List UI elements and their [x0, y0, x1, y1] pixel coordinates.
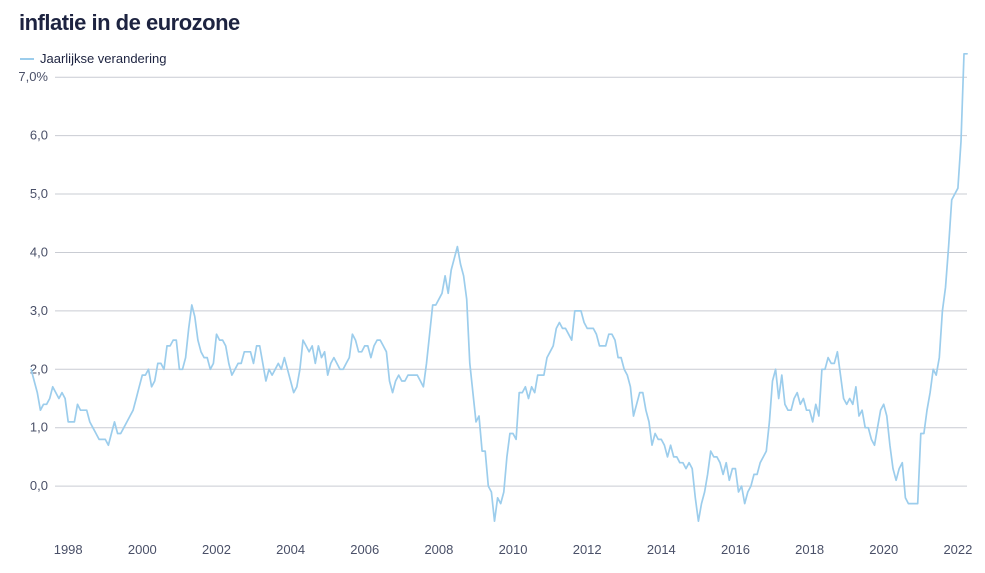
y-tick-label: 7,0%	[18, 69, 48, 84]
x-tick-label: 2006	[350, 542, 379, 557]
y-tick-label: 3,0	[30, 303, 48, 318]
y-tick-label: 0,0	[30, 478, 48, 493]
y-tick-label: 1,0	[30, 420, 48, 435]
x-tick-label: 2000	[128, 542, 157, 557]
x-axis-tick-labels: 1998 2000 2002 2004 2006 2008 2010 2012 2014 2016…	[54, 542, 973, 557]
x-tick-label: 2012	[573, 542, 602, 557]
x-tick-label: 2022	[943, 542, 972, 557]
y-tick-label: 2,0	[30, 361, 48, 376]
y-tick-label: 6,0	[30, 128, 48, 143]
x-tick-label: 1998	[54, 542, 83, 557]
y-axis-tick-labels: 0,0 1,0 2,0 3,0 4,0 5,0 6,0 7,0%	[18, 69, 48, 493]
x-tick-label: 2010	[499, 542, 528, 557]
series-line	[30, 52, 968, 523]
y-tick-label: 5,0	[30, 186, 48, 201]
x-tick-label: 2008	[424, 542, 453, 557]
x-tick-label: 2002	[202, 542, 231, 557]
x-tick-label: 2004	[276, 542, 305, 557]
x-tick-label: 2018	[795, 542, 824, 557]
legend-swatch	[20, 57, 34, 60]
x-tick-label: 2016	[721, 542, 750, 557]
x-tick-label: 2014	[647, 542, 676, 557]
legend-label: Jaarlijkse verandering	[40, 51, 167, 66]
chart-title: inflatie in de eurozone	[19, 10, 240, 35]
grid-lines	[55, 76, 967, 487]
y-tick-label: 4,0	[30, 244, 48, 259]
chart-legend: Jaarlijkse verandering	[20, 51, 166, 66]
series-layer	[30, 52, 968, 523]
x-tick-label: 2020	[869, 542, 898, 557]
